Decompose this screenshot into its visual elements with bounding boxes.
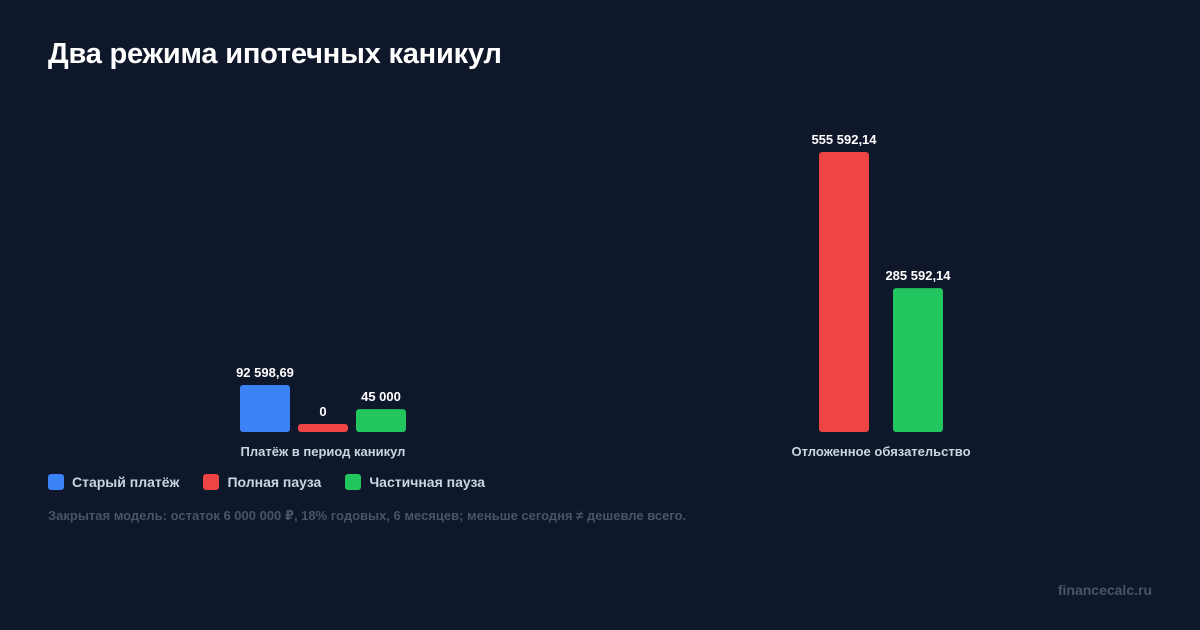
legend: Старый платёж Полная пауза Частичная пауза	[48, 474, 509, 490]
legend-label: Полная пауза	[227, 474, 322, 490]
data-label: 45 000	[361, 389, 401, 404]
bar	[240, 385, 290, 432]
legend-label: Старый платёж	[72, 474, 180, 490]
bar	[298, 424, 348, 432]
bar	[893, 288, 943, 432]
legend-swatch	[345, 474, 362, 490]
legend-item: Частичная пауза	[345, 474, 485, 490]
data-label: 92 598,69	[236, 365, 294, 380]
bar	[819, 152, 869, 432]
legend-swatch	[203, 474, 220, 490]
data-label: 0	[319, 404, 326, 419]
category-label: Платёж в период каникул	[241, 444, 406, 459]
legend-item: Старый платёж	[48, 474, 179, 490]
chart-title: Два режима ипотечных каникул	[48, 38, 502, 70]
brand-label: financecalc.ru	[1057, 582, 1152, 598]
footnote: Закрытая модель: остаток 6 000 000 ₽, 18…	[48, 508, 687, 523]
legend-item: Полная пауза	[203, 474, 321, 490]
category-label: Отложенное обязательство	[791, 444, 970, 459]
data-label: 285 592,14	[885, 268, 951, 283]
bar	[356, 409, 406, 432]
data-label: 555 592,14	[811, 132, 877, 147]
legend-label: Частичная пауза	[369, 474, 486, 490]
legend-swatch	[48, 474, 64, 490]
